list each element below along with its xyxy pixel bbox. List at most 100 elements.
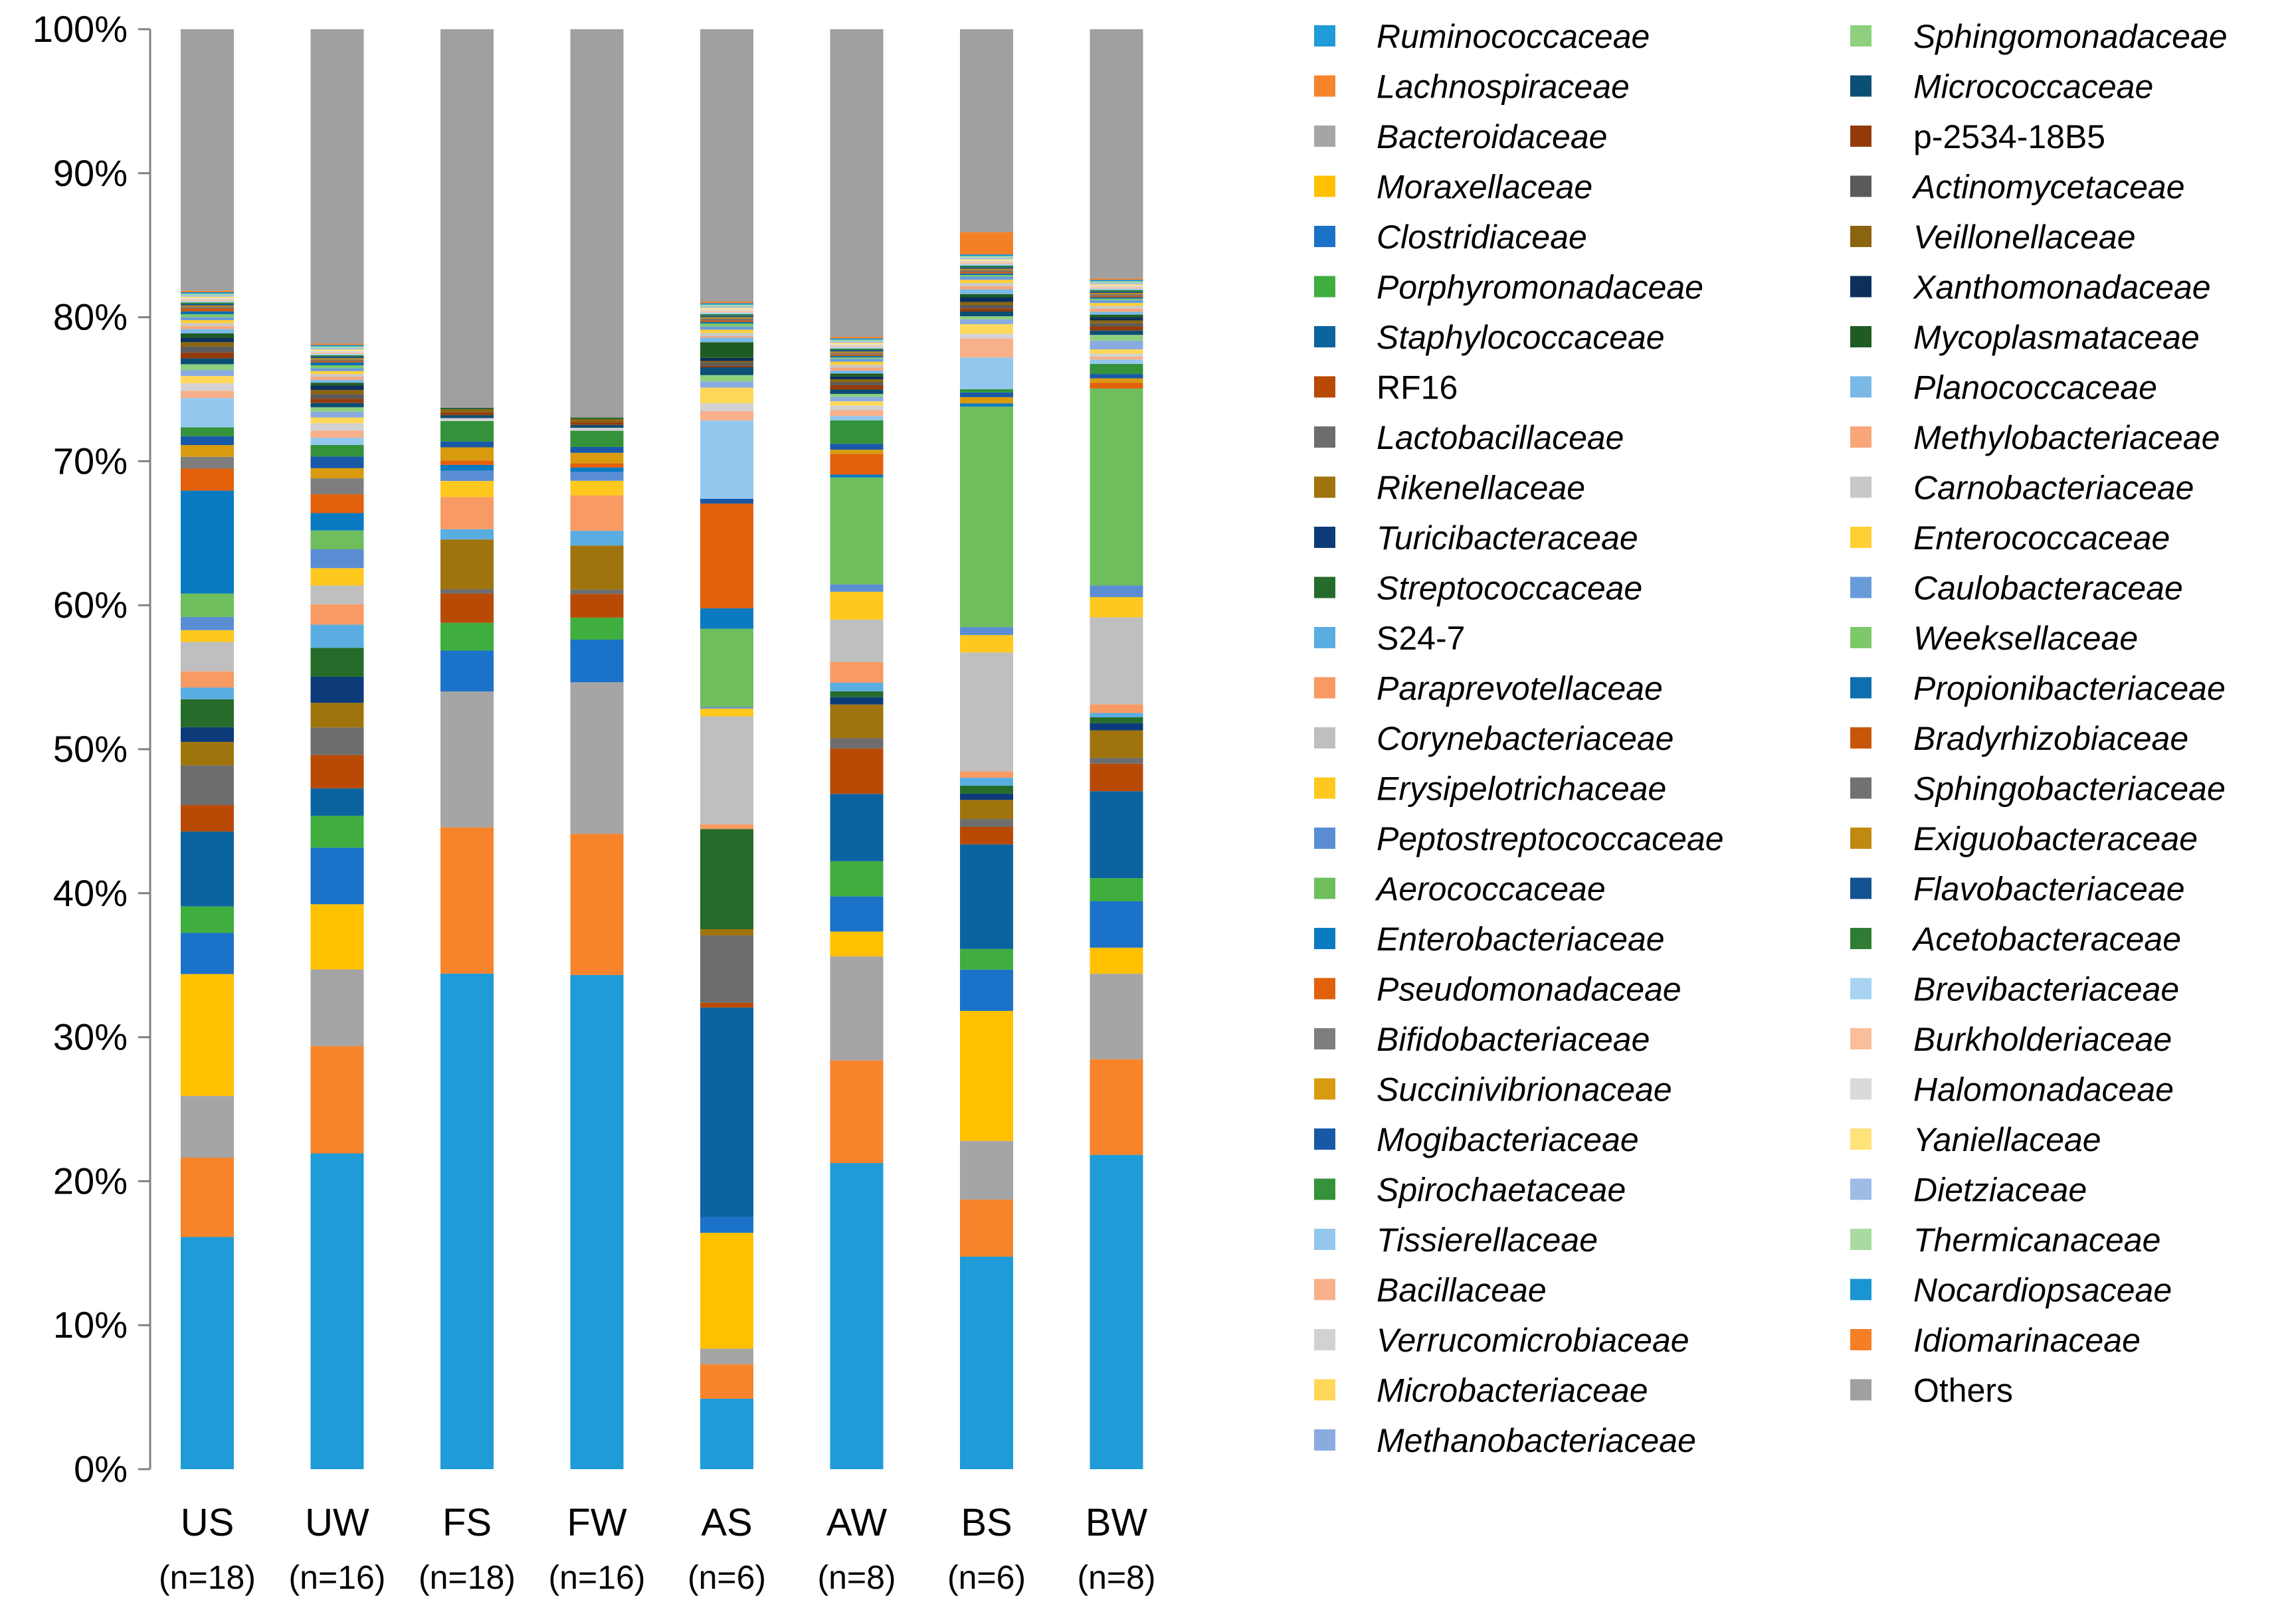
bar-segment bbox=[960, 302, 1013, 306]
bar-segment bbox=[700, 935, 753, 1003]
bar-segment bbox=[181, 1237, 234, 1469]
legend-item: Thermicanaceae bbox=[1850, 1221, 2160, 1259]
bar-segment bbox=[830, 379, 884, 383]
legend-label: Bifidobacteriaceae bbox=[1377, 1021, 1650, 1058]
bar-segment bbox=[310, 648, 364, 677]
bar-segment bbox=[310, 456, 364, 468]
legend-swatch bbox=[1850, 226, 1871, 247]
bar-segment bbox=[310, 438, 364, 445]
legend-label: Idiomarinaceae bbox=[1913, 1322, 2141, 1359]
y-tick-label: 50% bbox=[53, 728, 128, 770]
legend-label: Microbacteriaceae bbox=[1377, 1372, 1648, 1409]
legend-swatch bbox=[1850, 577, 1871, 598]
bar-segment bbox=[830, 342, 884, 345]
bar-segment bbox=[700, 824, 753, 830]
bar-segment bbox=[310, 394, 364, 399]
bar-segment bbox=[310, 816, 364, 848]
legend-item: Mogibacteriaceae bbox=[1314, 1121, 1639, 1158]
legend-item: Lachnospiraceae bbox=[1314, 68, 1630, 106]
bar-segment bbox=[570, 974, 624, 1469]
bar-segment bbox=[830, 359, 884, 362]
bar-segment bbox=[310, 417, 364, 424]
bar-segment bbox=[960, 270, 1013, 272]
bar-segment bbox=[181, 298, 234, 300]
y-tick-label: 80% bbox=[53, 296, 128, 338]
bar-segment bbox=[1090, 356, 1143, 360]
bar-segment bbox=[181, 29, 234, 291]
bar-segment bbox=[440, 650, 494, 692]
bar-segment bbox=[181, 383, 234, 391]
bar-segment bbox=[960, 1200, 1013, 1257]
bar-segment bbox=[700, 326, 753, 330]
legend-swatch bbox=[1314, 1028, 1335, 1049]
bar-stack-aw bbox=[830, 29, 884, 1469]
bar-segment bbox=[570, 446, 624, 453]
bar-segment bbox=[700, 1007, 753, 1217]
bar-segment bbox=[830, 351, 884, 353]
legend: Ruminococcaceae Lachnospiraceae Bacteroida… bbox=[1314, 18, 2228, 1459]
legend-swatch bbox=[1850, 1279, 1871, 1300]
bar-stack-bw bbox=[1090, 29, 1143, 1469]
bar-segment bbox=[960, 283, 1013, 286]
bar-segment bbox=[1090, 704, 1143, 713]
bar-segment bbox=[181, 342, 234, 347]
legend-item: Sphingomonadaceae bbox=[1850, 18, 2228, 55]
bar-segment bbox=[700, 302, 753, 304]
legend-label: Methanobacteriaceae bbox=[1377, 1422, 1696, 1459]
legend-swatch bbox=[1850, 75, 1871, 97]
legend-label: Propionibacteriaceae bbox=[1913, 670, 2226, 707]
bar-segment bbox=[960, 627, 1013, 636]
legend-label: Rikenellaceae bbox=[1377, 470, 1585, 507]
legend-item: Clostridiaceae bbox=[1314, 219, 1587, 256]
bar-segment bbox=[570, 467, 624, 472]
bar-segment bbox=[830, 477, 884, 584]
bar-segment bbox=[440, 464, 494, 471]
bar-segment bbox=[960, 800, 1013, 820]
bar-segment bbox=[700, 362, 753, 366]
legend-item: Pseudomonadaceae bbox=[1314, 971, 1681, 1008]
bar-segment bbox=[960, 403, 1013, 407]
bar-segment bbox=[960, 232, 1013, 255]
bar-segment bbox=[960, 265, 1013, 268]
bar-segment bbox=[1090, 308, 1143, 312]
legend-item: Succinivibrionaceae bbox=[1314, 1071, 1672, 1109]
legend-label: Veillonellaceae bbox=[1913, 219, 2136, 256]
bar-segment bbox=[310, 356, 364, 359]
legend-swatch bbox=[1314, 627, 1335, 648]
bar-segment bbox=[700, 329, 753, 333]
legend-label: Enterococcaceae bbox=[1913, 519, 2170, 557]
legend-swatch bbox=[1314, 175, 1335, 197]
bar-segment bbox=[700, 318, 753, 321]
bar-segment bbox=[181, 671, 234, 688]
legend-item: Mycoplasmataceae bbox=[1850, 319, 2200, 356]
bar-segment bbox=[830, 341, 884, 343]
bar-segment bbox=[700, 1398, 753, 1469]
bar-segment bbox=[960, 319, 1013, 325]
bar-segment bbox=[570, 834, 624, 975]
bar-segment bbox=[1090, 320, 1143, 323]
bar-segment bbox=[310, 468, 364, 479]
bar-segment bbox=[1090, 330, 1143, 335]
bar-segment bbox=[960, 268, 1013, 270]
legend-label: Micrococcaceae bbox=[1913, 68, 2153, 106]
bar-stack-uw bbox=[310, 29, 364, 1469]
bar-segment bbox=[310, 362, 364, 366]
bar-segment bbox=[1090, 359, 1143, 364]
legend-swatch bbox=[1314, 25, 1335, 46]
legend-item: Caulobacteraceae bbox=[1850, 570, 2183, 607]
legend-swatch bbox=[1850, 326, 1871, 347]
bar-segment bbox=[1090, 596, 1143, 618]
bar-segment bbox=[310, 343, 364, 345]
bar-segment bbox=[1090, 383, 1143, 389]
bar-segment bbox=[310, 411, 364, 418]
legend-swatch bbox=[1314, 828, 1335, 849]
bar-segment bbox=[570, 617, 624, 640]
bar-segment bbox=[181, 302, 234, 304]
bar-segment bbox=[700, 498, 753, 504]
legend-item: Corynebacteriaceae bbox=[1314, 720, 1674, 757]
bar-segment bbox=[1090, 278, 1143, 280]
bar-segment bbox=[1090, 294, 1143, 296]
bar-segment bbox=[440, 29, 494, 408]
bar-segment bbox=[440, 481, 494, 497]
x-category-label: FS bbox=[442, 1501, 492, 1544]
